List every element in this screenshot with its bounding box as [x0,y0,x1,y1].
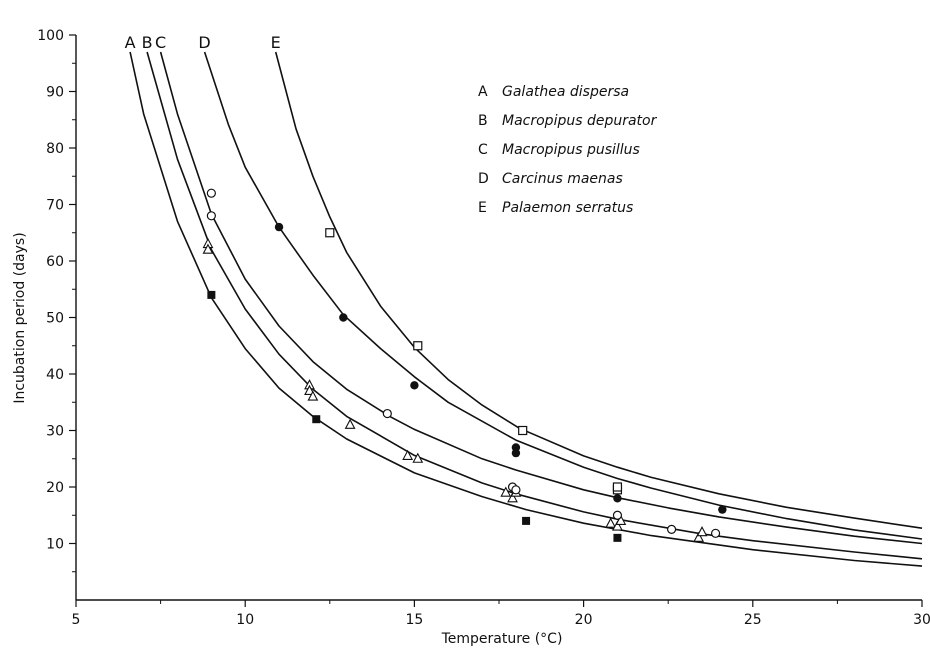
open-triangle-marker [507,492,518,503]
legend-name-E: Palaemon serratus [502,200,633,216]
legend-key-A: A [478,84,488,100]
open-triangle-marker [605,517,617,528]
y-tick-label: 20 [46,480,64,496]
curve-label-C: C [155,33,166,52]
curve-label-E: E [271,33,281,52]
open-circle-marker [666,524,677,534]
y-tick-label: 90 [46,85,64,101]
open-triangle-marker [202,243,214,254]
legend-key-D: D [478,171,489,187]
curve-D [203,51,923,540]
filled-circle-marker [339,313,348,322]
open-circle-marker [511,485,521,495]
filled-square-marker [312,415,321,424]
curve-label-D: D [198,33,210,52]
filled-circle-marker [274,222,284,232]
y-tick-label: 40 [46,367,64,383]
axes [69,34,923,607]
curve-C [159,51,923,545]
x-tick-label: 30 [913,612,930,628]
tick-labels: 5 10 15 20 25 30 10 20 30 40 50 60 70 80 90 100 [37,28,930,628]
legend-name-D: Carcinus maenas [502,171,623,187]
legend-name-B: Macropipus depurator [502,113,658,129]
filled-square-marker [207,290,216,299]
open-triangle-marker [612,520,623,531]
y-tick-label: 70 [46,198,64,214]
open-circle-marker [206,211,216,221]
open-triangle-marker [304,384,315,395]
x-tick-label: 25 [744,612,762,628]
open-triangle-marker [307,390,319,401]
curve-label-A: A [125,33,136,52]
open-triangle-marker [693,531,705,542]
open-square-marker [325,228,335,238]
open-square-marker [518,425,528,436]
filled-circle-marker [613,494,622,503]
filled-circle-marker [718,505,727,514]
filled-circle-marker [410,381,419,390]
y-tick-label: 80 [46,141,64,157]
legend-key-C: C [478,142,488,158]
curve-label-B: B [142,33,153,52]
open-triangle-marker [696,526,708,537]
y-tick-label: 60 [46,254,64,270]
curve-A [129,51,923,567]
y-tick-label: 50 [46,311,64,327]
open-square-marker [413,341,423,351]
y-axis-label: Incubation period (days) [12,232,28,403]
open-circle-marker [710,528,721,538]
x-tick-label: 10 [236,612,254,628]
x-tick-label: 20 [575,612,593,628]
x-tick-label: 15 [405,612,423,628]
y-tick-label: 100 [37,28,64,44]
open-triangle-marker [615,514,627,525]
open-triangle-marker [500,486,512,497]
curve-E [274,51,923,529]
curves [129,51,923,567]
open-square-marker [612,482,623,492]
y-tick-label: 10 [46,537,64,553]
x-axis-label: Temperature (°C) [441,631,563,647]
legend-name-C: Macropipus pusillus [502,142,640,158]
curve-B [146,51,923,560]
legend-name-A: Galathea dispersa [502,84,629,100]
x-tick-label: 5 [72,612,81,628]
open-circle-marker [206,188,216,198]
open-triangle-marker [402,449,414,460]
open-circle-marker [382,408,392,419]
filled-square-marker [613,533,622,542]
legend-key-B: B [478,113,488,129]
filled-square-marker [522,516,531,525]
filled-circle-marker [511,448,521,458]
markers [202,188,727,542]
open-circle-marker [612,510,623,520]
open-triangle-marker [412,452,424,463]
open-triangle-marker [344,418,356,429]
legend-key-E: E [478,200,487,216]
legend: A Galathea dispersa B Macropipus depurator C… [478,84,658,216]
y-tick-label: 30 [46,424,64,440]
